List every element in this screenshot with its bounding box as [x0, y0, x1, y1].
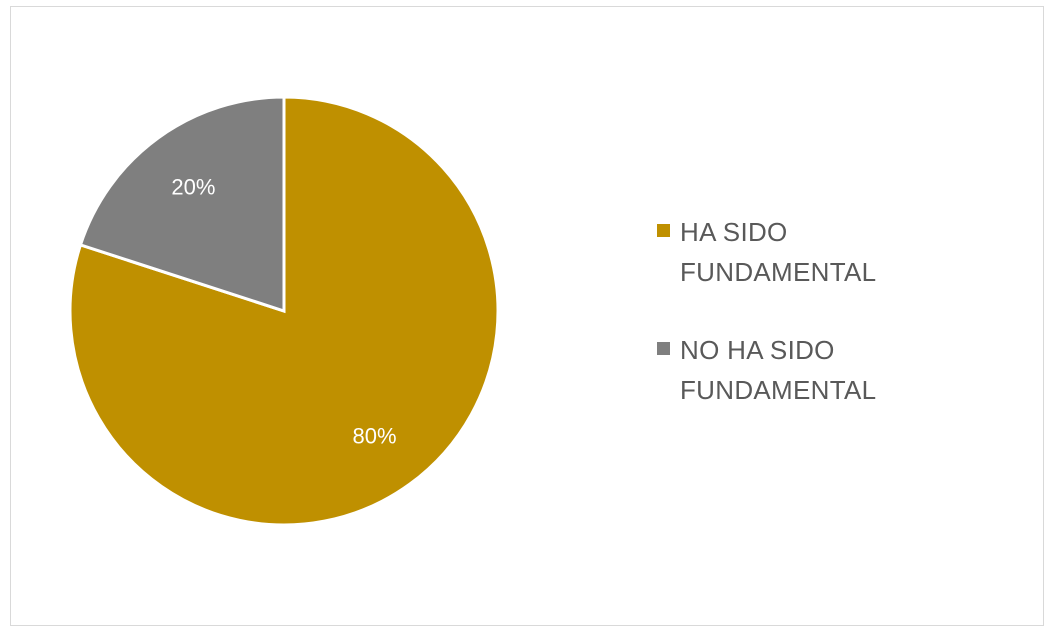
- data-label-ha-sido-fundamental: 80%: [353, 424, 397, 449]
- legend-swatch-no-ha-sido-fundamental: [657, 342, 670, 355]
- legend-label-ha-sido-fundamental: HA SIDO FUNDAMENTAL: [680, 217, 877, 287]
- pie-slice-no-ha-sido-fundamental: [78, 95, 286, 314]
- legend: HA SIDO FUNDAMENTAL NO HA SIDO FUNDAMENT…: [657, 212, 977, 448]
- legend-item-ha-sido-fundamental: HA SIDO FUNDAMENTAL: [657, 212, 977, 292]
- chart-area: 80% 20% HA SIDO FUNDAMENTAL NO HA SIDO FU…: [10, 6, 1044, 626]
- data-label-no-ha-sido-fundamental: 20%: [171, 174, 215, 199]
- legend-item-no-ha-sido-fundamental: NO HA SIDO FUNDAMENTAL: [657, 330, 977, 410]
- legend-swatch-ha-sido-fundamental: [657, 224, 670, 237]
- pie-chart: 80% 20%: [68, 95, 500, 527]
- legend-label-no-ha-sido-fundamental: NO HA SIDO FUNDAMENTAL: [680, 335, 877, 405]
